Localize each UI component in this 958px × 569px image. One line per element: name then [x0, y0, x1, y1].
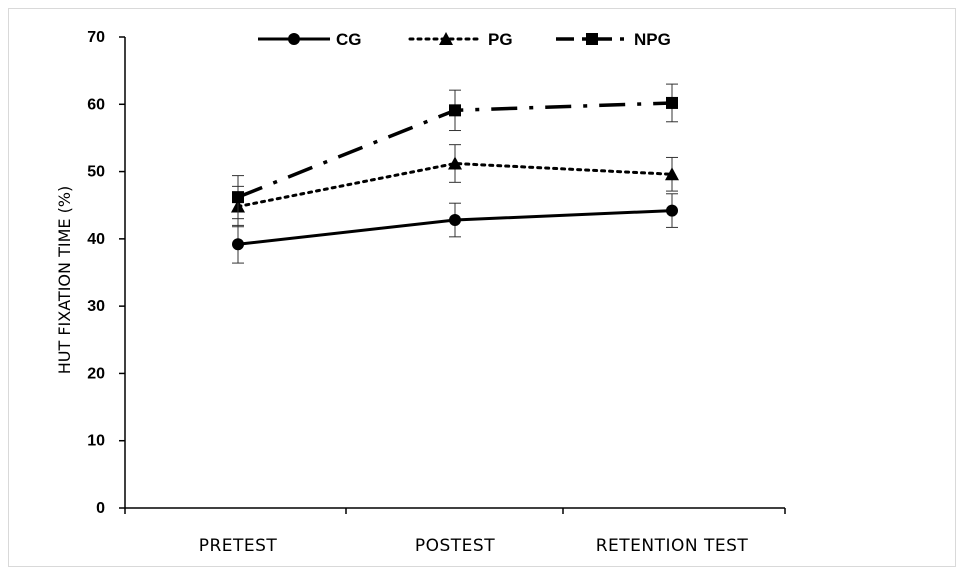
- legend-label-cg: CG: [336, 30, 362, 49]
- y-tick-label: 40: [87, 231, 105, 248]
- legend-marker-cg: [288, 33, 300, 45]
- data-point-cg: [449, 214, 461, 227]
- y-tick-label: 60: [87, 96, 105, 113]
- axes: 0 10 20 30 40 50 60 70 PRETEST POSTEST RETENTION T…: [87, 29, 786, 556]
- y-tick-label: 10: [87, 433, 105, 450]
- y-tick-label: 30: [87, 298, 105, 315]
- series-line-pg: [236, 161, 674, 209]
- series-npg: [232, 83, 678, 220]
- y-tick-label: 50: [87, 164, 105, 181]
- x-tick-label: PRETEST: [199, 536, 278, 556]
- data-point-pg: [665, 167, 679, 181]
- chart-frame: [8, 8, 956, 567]
- data-point-npg: [666, 96, 678, 109]
- legend-marker-npg: [586, 33, 598, 45]
- x-tick-label: POSTEST: [415, 536, 495, 556]
- series-cg: [232, 193, 678, 264]
- legend-label-pg: PG: [488, 30, 513, 49]
- data-point-npg: [449, 104, 461, 117]
- y-tick-label: 0: [96, 500, 105, 517]
- legend-item-npg: NPG: [556, 30, 671, 49]
- data-point-npg: [232, 191, 244, 204]
- legend-item-pg: PG: [408, 30, 513, 49]
- data-point-cg: [232, 238, 244, 251]
- series-layer: [231, 83, 679, 264]
- legend-marker-pg: [439, 32, 453, 45]
- legend-item-cg: CG: [258, 30, 362, 49]
- legend: CG PG NPG: [258, 30, 671, 49]
- x-tick-label: RETENTION TEST: [596, 536, 749, 556]
- y-tick-label: 20: [87, 365, 105, 382]
- data-point-cg: [666, 204, 678, 217]
- data-point-pg: [448, 156, 462, 170]
- y-axis-label: HUT FIXATION TIME (%): [55, 186, 74, 375]
- y-tick-label: 70: [87, 29, 105, 46]
- legend-label-npg: NPG: [634, 30, 671, 49]
